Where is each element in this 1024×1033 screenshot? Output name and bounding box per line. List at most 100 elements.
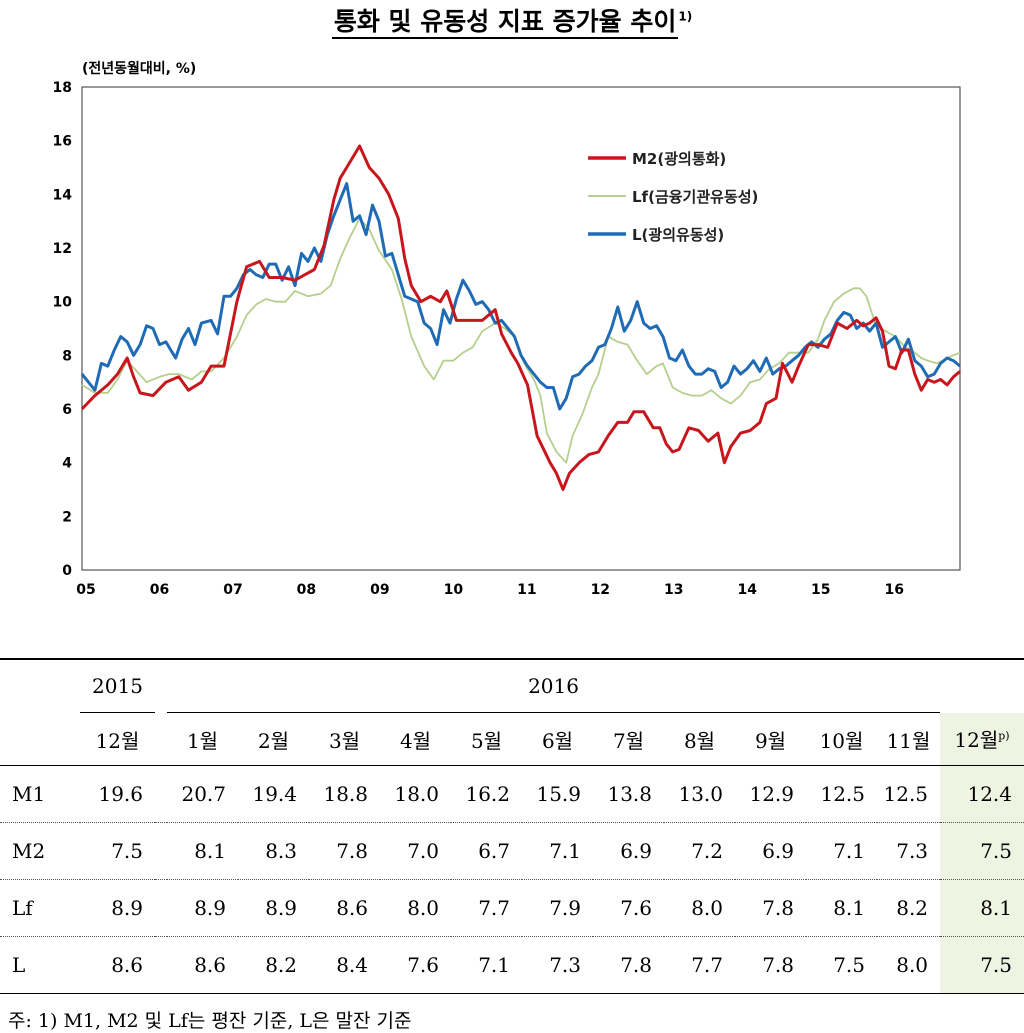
table-cell: 16.2 [451,765,522,823]
legend-label: L(광의유동성) [632,226,724,244]
x-tick-label: 08 [297,582,316,598]
table-cell: 8.6 [309,879,380,937]
table-cell: 7.8 [735,879,806,937]
month-header: 7월 [593,712,664,766]
month-header: 8월 [664,712,735,766]
series-line-lf [81,217,961,464]
table-cell: 18.0 [380,765,451,823]
table-cell: 8.9 [238,879,309,937]
table-cell: 8.9 [167,879,238,937]
series-lines [80,144,961,491]
table-cell: 8.6 [80,936,155,994]
table-cell: 7.1 [451,936,522,994]
month-header: 4월 [380,712,451,766]
table-cell: 12.9 [735,765,806,823]
month-header-row: 12월 1월 2월 3월 4월 5월 6월 7월 8월 9월 10월 11월 12월p) [0,712,1024,766]
month-label: 9월 [754,728,787,753]
year-2015: 2015 [80,659,155,713]
x-tick-label: 05 [76,582,95,598]
y-axis-ticks: 0 2 4 6 8 10 12 14 16 18 [53,80,73,579]
y-tick-label: 12 [53,241,72,257]
month-header: 5월 [451,712,522,766]
table-cell: 7.9 [522,879,593,937]
table-cell: 7.8 [735,936,806,994]
chart-plot: (전년동월대비, %) 0 2 4 6 8 10 12 14 16 18 05 06 07 08 09 10… [53,60,961,598]
month-header: 3월 [309,712,380,766]
table-cell: 7.1 [522,822,593,880]
year-2016: 2016 [167,659,941,713]
table-cell: 7.7 [664,936,735,994]
legend-label: Lf(금융기관유동성) [632,188,758,206]
table-cell: 6.9 [593,822,664,880]
table-cell: 7.6 [380,936,451,994]
month-header: 11월 [877,712,941,766]
plot-frame [81,86,961,571]
legend-label: M2(광의통화) [632,150,726,168]
table-cell: 8.0 [877,936,941,994]
month-label: 4월 [399,728,432,753]
y-tick-label: 10 [53,295,73,311]
table-cell: 15.9 [522,765,593,823]
preliminary-mark: p) [998,729,1010,743]
table-cell: 13.0 [664,765,735,823]
table-row: L 8.6 8.6 8.2 8.4 7.6 7.1 7.3 7.8 7.7 7.8 7.5 8.0 7.5 [0,936,1024,994]
month-label: 6월 [541,728,574,753]
table-cell: 8.4 [309,936,380,994]
table-cell: 7.1 [806,822,877,880]
chart-title: 통화 및 유동성 지표 증가율 추이 1) [0,2,1024,39]
table-row: M2 7.5 8.1 8.3 7.8 7.0 6.7 7.1 6.9 7.2 6.9 7.1 7.3 7.… [0,822,1024,880]
x-tick-label: 09 [370,582,389,598]
table-cell: 7.5 [80,822,155,880]
table-cell: 7.5 [940,936,1024,994]
row-label: M1 [0,765,80,823]
row-label: Lf [0,879,80,937]
month-label: 5월 [470,728,503,753]
table-cell: 18.8 [309,765,380,823]
month-header: 9월 [735,712,806,766]
month-header: 6월 [522,712,593,766]
footnote: 주: 1) M1, M2 및 Lf는 평잔 기준, L은 말잔 기준 [8,1010,412,1032]
table-cell: 7.8 [593,936,664,994]
y-tick-label: 0 [62,563,72,579]
table-cell: 6.9 [735,822,806,880]
table-cell: 8.2 [238,936,309,994]
table-cell: 7.3 [522,936,593,994]
month-label: 8월 [683,728,716,753]
table-cell: 7.8 [309,822,380,880]
y-tick-label: 14 [53,187,73,203]
table-cell: 7.2 [664,822,735,880]
chart-title-text: 통화 및 유동성 지표 증가율 추이 [331,7,679,39]
table-cell: 8.1 [806,879,877,937]
table-cell: 7.6 [593,879,664,937]
y-tick-label: 6 [62,402,72,418]
table-cell: 7.5 [940,822,1024,880]
month-header: 1월 [167,712,238,766]
x-tick-label: 14 [738,582,758,598]
table-cell: 8.3 [238,822,309,880]
table-cell: 19.6 [80,765,155,823]
month-label: 12월 [95,728,140,753]
month-header: 10월 [806,712,877,766]
month-header: 2월 [238,712,309,766]
x-tick-label: 10 [444,582,464,598]
table-cell: 8.6 [167,936,238,994]
x-tick-label: 12 [591,582,610,598]
legend: M2(광의통화) Lf(금융기관유동성) L(광의유동성) [588,150,758,244]
table-cell: 7.7 [451,879,522,937]
x-tick-label: 06 [150,582,169,598]
table-row: M1 19.6 20.7 19.4 18.8 18.0 16.2 15.9 13.8 13.0 12… [0,765,1024,823]
row-label: L [0,936,80,994]
data-table: 2015 2016 12월 1월 2월 3월 4월 5월 6월 7월 8월 9월 10월 11월 12월… [0,658,1024,994]
table-cell: 7.3 [877,822,941,880]
y-tick-label: 18 [53,80,72,96]
y-tick-label: 2 [62,509,72,525]
table-cell: 13.8 [593,765,664,823]
table-cell: 8.0 [664,879,735,937]
table-cell: 8.1 [940,879,1024,937]
x-tick-label: 16 [884,582,903,598]
table-cell: 12.5 [877,765,941,823]
table-cell: 8.9 [80,879,155,937]
row-label: M2 [0,822,80,880]
y-tick-label: 16 [53,134,72,150]
x-tick-label: 11 [517,582,536,598]
